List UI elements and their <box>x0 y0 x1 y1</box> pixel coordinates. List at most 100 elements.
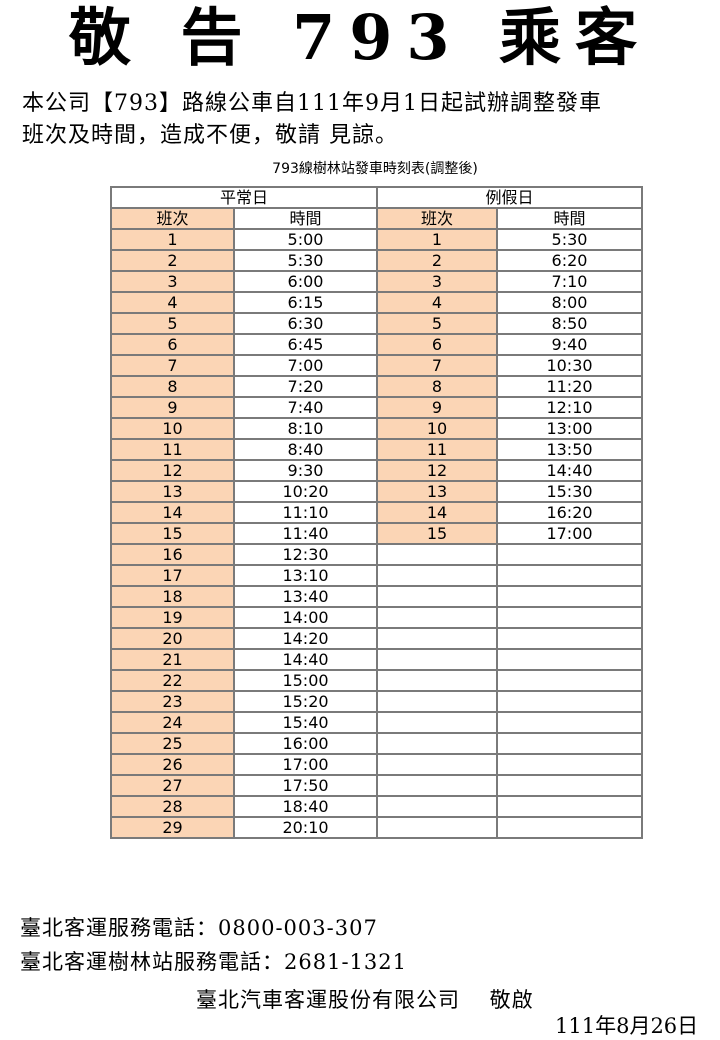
weekday-time: 6:30 <box>233 312 378 335</box>
weekday-time: 14:20 <box>233 627 378 650</box>
weekday-time: 12:30 <box>233 543 378 566</box>
weekday-time: 11:10 <box>233 501 378 524</box>
weekday-trip-no: 28 <box>110 795 235 818</box>
weekday-time: 18:40 <box>233 795 378 818</box>
holiday-trip-no <box>376 585 498 608</box>
holiday-time <box>496 606 643 629</box>
weekday-time: 8:40 <box>233 438 378 461</box>
notice-line: 本公司【793】路線公車自111年9月1日起試辦調整發車 <box>22 91 602 116</box>
table-row: 3 6:00 3 7:10 <box>110 270 643 293</box>
weekday-trip-no: 16 <box>110 543 235 566</box>
weekday-time: 6:15 <box>233 291 378 314</box>
weekday-time: 15:00 <box>233 669 378 692</box>
holiday-trip-no <box>376 816 498 839</box>
weekday-trip-no: 6 <box>110 333 235 356</box>
holiday-trip-no: 4 <box>376 291 498 314</box>
table-row: 7 7:00 7 10:30 <box>110 354 643 377</box>
weekday-trip-no: 22 <box>110 669 235 692</box>
weekday-trip-no: 2 <box>110 249 235 272</box>
holiday-time: 10:30 <box>496 354 643 377</box>
weekday-time: 17:50 <box>233 774 378 797</box>
table-row: 15 11:40 15 17:00 <box>110 522 643 545</box>
holiday-time: 15:30 <box>496 480 643 503</box>
weekday-time: 9:30 <box>233 459 378 482</box>
weekday-time: 14:00 <box>233 606 378 629</box>
holiday-no-header: 班次 <box>376 207 498 230</box>
weekday-time: 6:45 <box>233 333 378 356</box>
holiday-time: 9:40 <box>496 333 643 356</box>
page-title: 敬 告 793 乘客 <box>68 1 652 74</box>
table-row: 8 7:20 8 11:20 <box>110 375 643 398</box>
holiday-header: 例假日 <box>376 186 643 209</box>
holiday-time <box>496 774 643 797</box>
holiday-trip-no <box>376 564 498 587</box>
weekday-time: 7:20 <box>233 375 378 398</box>
table-row: 10 8:10 10 13:00 <box>110 417 643 440</box>
weekday-trip-no: 3 <box>110 270 235 293</box>
holiday-time <box>496 669 643 692</box>
holiday-time <box>496 732 643 755</box>
table-row: 25 16:00 <box>110 732 643 755</box>
holiday-time: 16:20 <box>496 501 643 524</box>
table-row: 26 17:00 <box>110 753 643 776</box>
weekday-trip-no: 4 <box>110 291 235 314</box>
holiday-trip-no: 1 <box>376 228 498 251</box>
weekday-time: 13:10 <box>233 564 378 587</box>
holiday-time: 8:50 <box>496 312 643 335</box>
holiday-time <box>496 753 643 776</box>
table-row: 19 14:00 <box>110 606 643 629</box>
weekday-time: 5:30 <box>233 249 378 272</box>
holiday-time: 11:20 <box>496 375 643 398</box>
weekday-trip-no: 1 <box>110 228 235 251</box>
holiday-time <box>496 816 643 839</box>
table-row: 28 18:40 <box>110 795 643 818</box>
holiday-trip-no: 15 <box>376 522 498 545</box>
holiday-time <box>496 585 643 608</box>
weekday-trip-no: 21 <box>110 648 235 671</box>
table-row: 27 17:50 <box>110 774 643 797</box>
timetable: 平常日 例假日 班次 時間 班次 時間 1 5:00 1 5:30 2 5:30 2 6:20… <box>110 186 643 839</box>
weekday-time: 6:00 <box>233 270 378 293</box>
weekday-trip-no: 8 <box>110 375 235 398</box>
table-group-header: 平常日 例假日 <box>110 186 643 209</box>
service-phone: 臺北客運服務電話：0800-003-307 <box>20 916 378 940</box>
weekday-trip-no: 7 <box>110 354 235 377</box>
table-row: 16 12:30 <box>110 543 643 566</box>
weekday-time: 17:00 <box>233 753 378 776</box>
holiday-trip-no: 7 <box>376 354 498 377</box>
table-row: 21 14:40 <box>110 648 643 671</box>
weekday-time: 13:40 <box>233 585 378 608</box>
weekday-header: 平常日 <box>110 186 378 209</box>
table-row: 11 8:40 11 13:50 <box>110 438 643 461</box>
weekday-trip-no: 10 <box>110 417 235 440</box>
holiday-trip-no: 12 <box>376 459 498 482</box>
holiday-trip-no <box>376 711 498 734</box>
holiday-trip-no <box>376 795 498 818</box>
weekday-time: 15:40 <box>233 711 378 734</box>
table-row: 23 15:20 <box>110 690 643 713</box>
holiday-trip-no: 14 <box>376 501 498 524</box>
notice-date: 111年8月26日 <box>555 1014 699 1038</box>
weekday-time: 5:00 <box>233 228 378 251</box>
holiday-trip-no <box>376 690 498 713</box>
weekday-time: 7:40 <box>233 396 378 419</box>
table-row: 9 7:40 9 12:10 <box>110 396 643 419</box>
holiday-time: 12:10 <box>496 396 643 419</box>
weekday-trip-no: 19 <box>110 606 235 629</box>
weekday-trip-no: 17 <box>110 564 235 587</box>
weekday-trip-no: 23 <box>110 690 235 713</box>
holiday-time <box>496 711 643 734</box>
holiday-time <box>496 648 643 671</box>
company-signature: 臺北汽車客運股份有限公司 敬啟 <box>196 988 534 1012</box>
holiday-trip-no: 10 <box>376 417 498 440</box>
weekday-trip-no: 24 <box>110 711 235 734</box>
holiday-trip-no: 8 <box>376 375 498 398</box>
weekday-trip-no: 29 <box>110 816 235 839</box>
table-column-header: 班次 時間 班次 時間 <box>110 207 643 230</box>
holiday-trip-no <box>376 543 498 566</box>
holiday-time: 5:30 <box>496 228 643 251</box>
weekday-time: 16:00 <box>233 732 378 755</box>
weekday-time: 10:20 <box>233 480 378 503</box>
holiday-trip-no: 11 <box>376 438 498 461</box>
weekday-trip-no: 15 <box>110 522 235 545</box>
